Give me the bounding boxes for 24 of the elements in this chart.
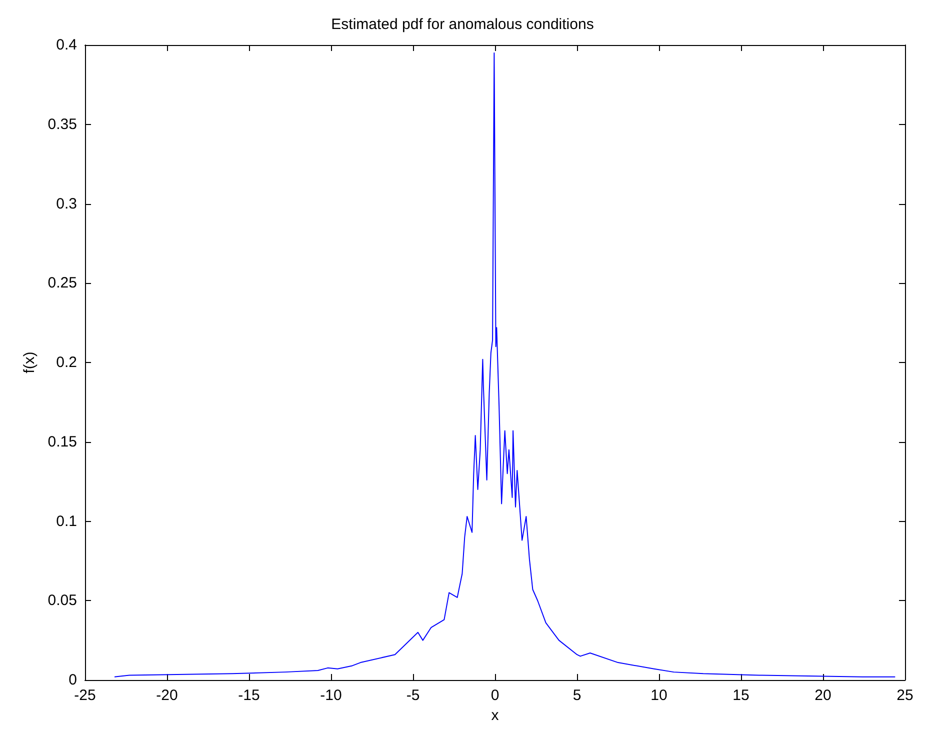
x-tick-label: 0	[490, 687, 500, 704]
x-tick-label: -10	[320, 687, 342, 704]
line-series	[114, 52, 896, 678]
x-tick-label: 20	[814, 687, 832, 704]
y-tick-label: 0.1	[56, 512, 77, 530]
y-tick-label: 0.15	[48, 433, 77, 450]
x-tick-label: -20	[156, 687, 178, 704]
x-tick-label: -5	[406, 687, 420, 704]
y-tick-label: 0	[68, 672, 77, 688]
y-tick-label: 0.4	[56, 36, 77, 54]
y-tick-label: 0.05	[48, 592, 77, 610]
x-axis-title: x	[491, 707, 500, 724]
y-tick-label: 0.35	[48, 116, 77, 133]
x-tick-label: 25	[896, 687, 914, 704]
y-tick-label: 0.3	[56, 195, 77, 212]
x-tick-label: -25	[74, 687, 96, 704]
x-tick-label: 15	[732, 687, 750, 704]
x-tick-label: 10	[650, 687, 668, 704]
y-axis-title: f(x)	[20, 352, 38, 374]
x-tick-label: 5	[572, 687, 582, 704]
y-tick-label: 0.25	[48, 274, 77, 292]
chart-title: Estimated pdf for anomalous conditions	[331, 16, 594, 33]
y-tick-label: 0.2	[56, 354, 77, 371]
x-tick-label: -15	[238, 687, 260, 704]
